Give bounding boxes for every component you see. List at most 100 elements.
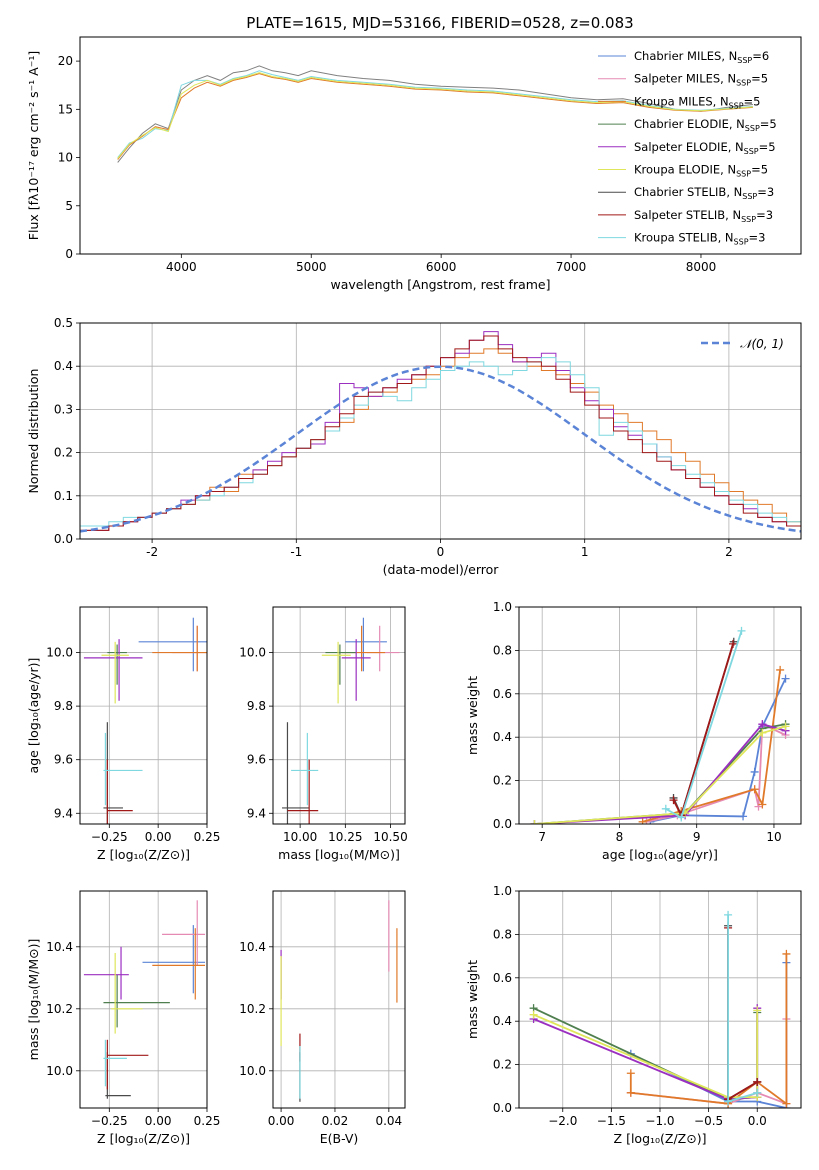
- y-axis-label: Flux [fλ10⁻¹⁷ erg cm⁻² s⁻¹ A⁻¹]: [26, 51, 41, 240]
- y-axis-label: mass weight: [465, 676, 480, 755]
- panel-mass_vs_EBV: 0.00 0.02 0.04 10.0 10.2 10.4 E(B-V): [239, 890, 406, 1146]
- weight-marker-kroupa-elodie: [529, 1010, 538, 1019]
- weight-marker-salpeter-elodie: [758, 720, 767, 729]
- legend-label: Chabrier ELODIE, NSSP=5: [634, 117, 777, 133]
- y-tick-label: 0.5: [54, 316, 73, 330]
- weight-marker-salpeter-stelib: [669, 796, 678, 805]
- x-tick-label: 10.00: [283, 830, 317, 844]
- weight-marker-kroupa-elodie: [753, 1006, 762, 1015]
- axes-frame: [272, 606, 406, 825]
- y-tick-label: 0.0: [54, 532, 73, 546]
- panel-mass_weight_vs_Z: −2.0 −1.5 −1.0 −0.5 0.0 0.0 0.2 0.4 0.6 0.8 1.0 Z […: [465, 884, 802, 1146]
- weight-line-chabrier-stelib: [672, 641, 735, 818]
- weight-line-salpeter-stelib: [727, 927, 758, 1101]
- y-tick-label: 0.2: [493, 1058, 512, 1072]
- axes-frame: [79, 322, 802, 540]
- panel-age_vs_mass: 10.00 10.25 10.50 9.4 9.6 9.8 10.0 mass [log₁₀(…: [239, 606, 408, 862]
- weight-line-chabrier-stelib: [727, 925, 758, 1101]
- x-tick-label: −1.5: [597, 1114, 626, 1128]
- axes-frame: [518, 606, 802, 825]
- y-tick-label: 0.8: [493, 643, 512, 657]
- x-tick-label: 0.0: [748, 1114, 767, 1128]
- weight-marker-kroupa-stelib: [737, 626, 746, 635]
- x-tick-label: 1: [581, 545, 589, 559]
- y-axis-label: age [log₁₀(age/yr)]: [26, 658, 41, 774]
- y-tick-label: 0.0: [493, 1101, 512, 1115]
- weight-marker-kroupa-stelib: [724, 1097, 733, 1106]
- x-tick-label: −1.0: [645, 1114, 674, 1128]
- weight-line-salpeter-stelib: [672, 643, 734, 818]
- plot-area: [282, 617, 400, 824]
- y-tick-label: 0.1: [54, 489, 73, 503]
- weight-line-kroupa-elodie: [534, 725, 786, 824]
- x-axis-label: E(B-V): [320, 1131, 359, 1146]
- y-tick-label: 0.3: [54, 402, 73, 416]
- x-tick-label: 0.25: [194, 1114, 221, 1128]
- x-tick-label: 8000: [686, 260, 717, 274]
- y-tick-label: 9.6: [247, 753, 266, 767]
- weight-marker-kroupa-stelib: [724, 910, 733, 919]
- x-tick-label: 0.04: [375, 1114, 402, 1128]
- weight-marker-kroupa-elodie: [781, 722, 790, 731]
- y-tick-label: 9.4: [54, 806, 73, 820]
- y-tick-label: 9.6: [54, 753, 73, 767]
- y-tick-label: 10.0: [46, 1064, 73, 1078]
- panel-mass_vs_Z: −0.25 0.00 0.25 10.0 10.2 10.4 Z [log₁₀(Z/Z⊙)]…: [26, 890, 221, 1146]
- x-tick-label: -2: [146, 545, 158, 559]
- plot-area: [83, 900, 206, 1099]
- weight-line-chabrier-elodie: [533, 1007, 759, 1101]
- x-tick-label: 10.25: [328, 830, 362, 844]
- legend-label: Chabrier STELIB, NSSP=3: [634, 185, 774, 201]
- x-tick-label: 4000: [166, 260, 197, 274]
- weight-line-kroupa-stelib: [665, 630, 743, 819]
- x-tick-label: 0.00: [145, 830, 172, 844]
- plot-area: [530, 626, 790, 824]
- y-tick-label: 9.8: [54, 699, 73, 713]
- weight-marker-chabrier-miles: [750, 767, 759, 776]
- x-tick-label: 2: [725, 545, 733, 559]
- x-tick-label: −2.0: [548, 1114, 577, 1128]
- spectrum-line-data: [117, 65, 753, 163]
- y-tick-label: 0: [65, 247, 73, 261]
- panel-age_vs_Z: −0.25 0.00 0.25 9.4 9.6 9.8 10.0 Z [log₁₀(Z/Z⊙)…: [26, 606, 220, 862]
- x-axis-label: Z [log₁₀(Z/Z⊙)]: [97, 847, 190, 862]
- weight-marker-chabrier-miles: [739, 812, 748, 821]
- weight-marker-kroupa-stelib: [661, 804, 670, 813]
- y-tick-label: 0.2: [493, 774, 512, 788]
- weight-marker-kroupa-miles: [638, 817, 647, 824]
- legend-label: Salpeter MILES, NSSP=5: [634, 72, 768, 88]
- x-tick-label: 9: [693, 830, 701, 844]
- x-axis-label: Z [log₁₀(Z/Z⊙)]: [614, 1131, 707, 1146]
- y-tick-label: 0.0: [493, 817, 512, 831]
- x-axis-label: mass [log₁₀(M/M⊙)]: [278, 847, 400, 862]
- y-axis-label: mass [log₁₀(M/M⊙)]: [26, 939, 41, 1061]
- y-tick-label: 0.2: [54, 446, 73, 460]
- weight-line-chabrier-elodie: [534, 723, 786, 824]
- y-tick-label: 15: [58, 102, 73, 116]
- legend-label: Kroupa ELODIE, NSSP=5: [634, 163, 768, 179]
- weight-marker-kroupa-stelib: [753, 1088, 762, 1097]
- x-tick-label: 10: [766, 830, 781, 844]
- x-axis-label: age [log₁₀(age/yr)]: [602, 847, 718, 862]
- weight-marker-kroupa-miles: [776, 665, 785, 674]
- panel-residuals: -2 -1 0 1 2 0.0 0.1 0.2 0.3 0.4 0.5 (data-model)/er…: [26, 316, 802, 577]
- x-tick-label: 0.00: [145, 1114, 172, 1128]
- weight-marker-kroupa-miles: [758, 800, 767, 809]
- y-tick-label: 10.4: [46, 940, 73, 954]
- histogram-salpeter-stelib: [80, 335, 801, 531]
- panel-spectrum: 4000 5000 6000 7000 8000 0 5 10 15 20 wavelength […: [26, 36, 802, 292]
- weight-marker-kroupa-miles: [782, 949, 791, 958]
- y-tick-label: 1.0: [493, 600, 512, 614]
- y-tick-label: 10.0: [239, 646, 266, 660]
- weight-line-salpeter-elodie: [534, 723, 786, 824]
- weight-marker-salpeter-stelib: [729, 639, 738, 648]
- weight-marker-kroupa-elodie: [758, 728, 767, 737]
- y-tick-label: 10.0: [46, 646, 73, 660]
- x-tick-label: −0.5: [694, 1114, 723, 1128]
- x-tick-label: −0.25: [91, 1114, 128, 1128]
- plot-area: [529, 910, 791, 1108]
- x-tick-label: 5000: [296, 260, 327, 274]
- plot-area: [80, 331, 801, 533]
- axes-frame: [79, 606, 208, 825]
